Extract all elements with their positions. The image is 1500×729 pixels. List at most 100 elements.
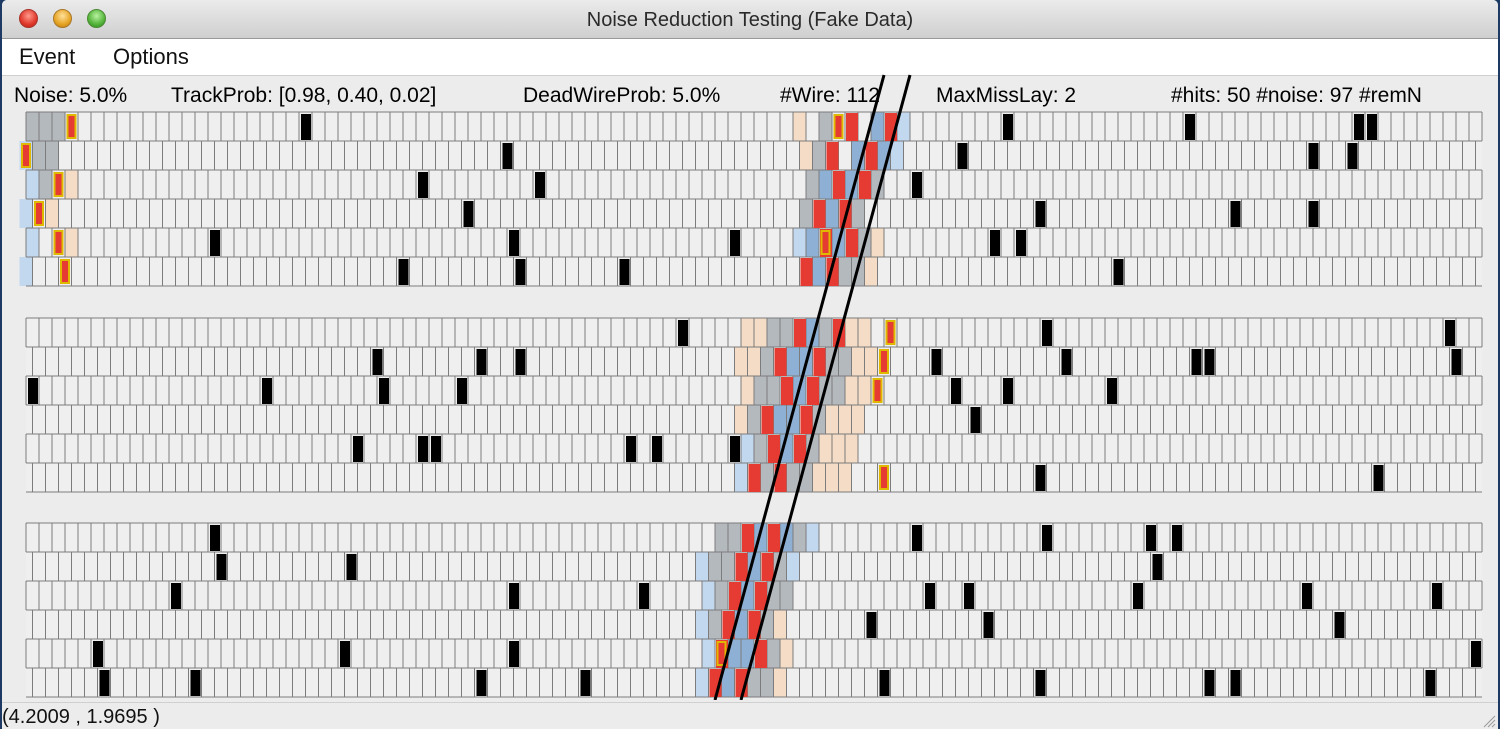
shaded-cell (780, 318, 793, 347)
shaded-cell (838, 347, 852, 376)
noise-hit (418, 436, 428, 462)
shaded-cell (871, 112, 884, 141)
noise-hit (515, 349, 526, 375)
shaded-cell (773, 405, 787, 434)
noise-hit (1185, 114, 1195, 140)
noise-hit (502, 143, 513, 169)
noise-hit (210, 230, 220, 256)
noise-hit (476, 349, 487, 375)
dead-wire-marker (879, 465, 889, 490)
shaded-cell (806, 523, 819, 552)
noise-hit (1204, 349, 1215, 375)
noise-hit (1035, 670, 1046, 696)
noise-hit (1113, 259, 1124, 285)
shaded-cell (747, 552, 761, 581)
dead-wire-marker (872, 378, 883, 403)
shaded-cell (897, 112, 910, 141)
shaded-cell (708, 610, 722, 639)
title-bar[interactable]: Noise Reduction Testing (Fake Data) (2, 0, 1498, 39)
dead-wire-marker (53, 172, 64, 197)
shaded-cell (845, 318, 858, 347)
shaded-cell (825, 199, 839, 228)
shaded-cell (26, 170, 39, 199)
menu-event[interactable]: Event (19, 44, 76, 69)
noise-hit (1302, 583, 1312, 609)
shaded-cell (871, 228, 884, 257)
shaded-cell (741, 318, 754, 347)
noise-hit (340, 641, 350, 667)
noise-hit (1230, 201, 1241, 227)
shaded-cell (773, 668, 787, 697)
shaded-cell (760, 347, 774, 376)
noise-hit (1230, 670, 1241, 696)
shaded-cell (65, 170, 78, 199)
noise-hit (93, 641, 103, 667)
noise-hit (28, 378, 38, 404)
shaded-cell (767, 318, 780, 347)
noise-hit (1308, 143, 1319, 169)
shaded-cell (845, 434, 858, 463)
shaded-cell (793, 112, 806, 141)
window-title: Noise Reduction Testing (Fake Data) (586, 9, 914, 31)
wire-grid (25, 317, 1483, 493)
noise-hit (463, 201, 474, 227)
shaded-cell (806, 170, 819, 199)
shaded-cell (754, 376, 767, 405)
noise-hit (619, 259, 630, 285)
shaded-cell (19, 199, 33, 228)
menu-options[interactable]: Options (113, 44, 189, 69)
noise-hit (1172, 525, 1182, 551)
shaded-cell (780, 639, 793, 668)
shaded-cell (754, 318, 767, 347)
track-hit (768, 435, 780, 463)
shaded-cell (812, 141, 826, 170)
noise-hit (1471, 641, 1481, 667)
shaded-cell (767, 639, 780, 668)
resize-grip-icon[interactable] (1480, 712, 1496, 728)
noise-hit (580, 670, 591, 696)
wire-grid (25, 522, 1483, 698)
noise-hit (1432, 583, 1442, 609)
noise-hit (210, 525, 220, 551)
track-hit (833, 171, 845, 199)
shaded-cell (45, 199, 59, 228)
shaded-cell (773, 552, 787, 581)
shaded-cell (838, 463, 852, 492)
noise-hit (1334, 612, 1345, 638)
noise-hit (379, 378, 389, 404)
dead-wire-marker (879, 349, 889, 374)
shaded-cell (858, 376, 871, 405)
shaded-cell (32, 141, 46, 170)
track-hit (774, 348, 787, 376)
noise-hit (1133, 583, 1143, 609)
track-hit (794, 319, 806, 347)
shaded-cell (806, 228, 819, 257)
track-hit (846, 229, 858, 257)
noise-hit (1373, 465, 1384, 491)
noise-hit (262, 378, 272, 404)
noise-hit (1152, 554, 1163, 580)
noise-hit (912, 525, 922, 551)
noise-hit (515, 259, 526, 285)
zoom-button[interactable] (87, 9, 106, 28)
shaded-cell (734, 347, 748, 376)
minimize-button[interactable] (53, 9, 72, 28)
noise-hit (431, 436, 441, 462)
track-hit (742, 524, 754, 552)
noise-hit (983, 612, 994, 638)
wire-grid (25, 111, 1483, 287)
noise-hit (951, 378, 961, 404)
shaded-cell (715, 523, 728, 552)
noise-hit (1191, 349, 1202, 375)
close-button[interactable] (19, 9, 38, 28)
noise-hit (1451, 349, 1462, 375)
noise-hit (1425, 670, 1436, 696)
noise-hit (730, 436, 740, 462)
noise-hit (1347, 143, 1358, 169)
track-hit (722, 611, 735, 639)
dead-wire-marker (66, 114, 77, 139)
detector-display[interactable] (2, 0, 1498, 700)
dead-wire-marker (60, 259, 70, 284)
noise-hit (639, 583, 649, 609)
shaded-cell (734, 405, 748, 434)
